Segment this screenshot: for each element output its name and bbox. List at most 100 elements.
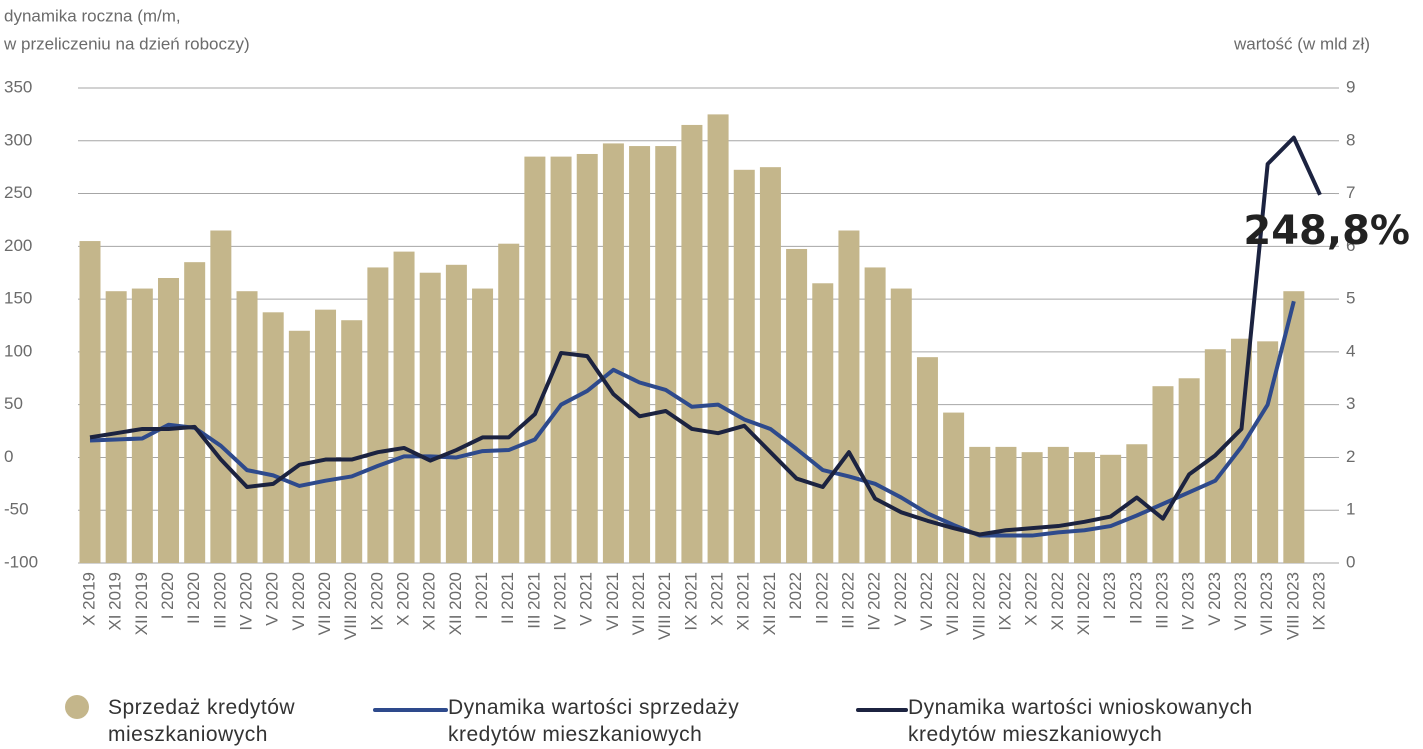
x-tick-label: XI 2019 bbox=[106, 572, 125, 631]
y-tick-label: 250 bbox=[4, 183, 32, 202]
bar bbox=[419, 272, 441, 563]
bar bbox=[1178, 378, 1200, 563]
x-tick-label: IV 2023 bbox=[1179, 572, 1198, 631]
bar bbox=[995, 446, 1017, 563]
x-tick-label: X 2019 bbox=[79, 572, 98, 626]
y-tick-label: 300 bbox=[4, 130, 32, 149]
chart: dynamika roczna (m/m, w przeliczeniu na … bbox=[3, 6, 1410, 640]
x-tick-label: XI 2020 bbox=[420, 572, 439, 631]
x-tick-label: II 2021 bbox=[498, 572, 517, 624]
y2-tick-label: 9 bbox=[1346, 77, 1355, 96]
bar bbox=[184, 262, 206, 563]
bar bbox=[105, 291, 127, 563]
x-tick-label: I 2023 bbox=[1100, 572, 1119, 619]
bar bbox=[210, 230, 232, 563]
x-tick-label: XI 2022 bbox=[1048, 572, 1067, 631]
y2-tick-label: 4 bbox=[1346, 341, 1355, 360]
x-tick-label: VIII 2020 bbox=[341, 572, 360, 640]
x-tick-label: V 2023 bbox=[1205, 572, 1224, 626]
bar bbox=[969, 446, 991, 563]
x-tick-label: VII 2023 bbox=[1257, 572, 1276, 635]
legend-swatch bbox=[856, 708, 908, 712]
x-tick-label: IV 2020 bbox=[237, 572, 256, 631]
x-tick-label: XI 2021 bbox=[734, 572, 753, 631]
bar bbox=[79, 241, 101, 564]
bar bbox=[472, 288, 494, 563]
y2-tick-label: 1 bbox=[1346, 500, 1355, 519]
y-axis-label: dynamika roczna (m/m, bbox=[4, 6, 181, 25]
x-tick-label: VIII 2023 bbox=[1283, 572, 1302, 640]
bar bbox=[236, 291, 258, 563]
x-tick-label: I 2022 bbox=[786, 572, 805, 619]
x-tick-label: V 2021 bbox=[577, 572, 596, 626]
legend-label: Dynamika wartości wnioskowanych kredytów… bbox=[908, 696, 1253, 746]
y-tick-label: 0 bbox=[4, 447, 13, 466]
y-tick-label: 200 bbox=[4, 236, 32, 255]
bar bbox=[1257, 341, 1279, 563]
bar bbox=[288, 330, 310, 563]
y-tick-label: 100 bbox=[4, 341, 32, 360]
x-tick-label: V 2022 bbox=[891, 572, 910, 626]
bar bbox=[524, 156, 546, 563]
x-tick-label: X 2022 bbox=[1022, 572, 1041, 626]
y2-tick-label: 2 bbox=[1346, 447, 1355, 466]
y2-tick-label: 7 bbox=[1346, 183, 1355, 202]
x-tick-label: VII 2021 bbox=[629, 572, 648, 635]
bar bbox=[681, 124, 703, 563]
legend-label: Sprzedaż kredytów mieszkaniowych bbox=[108, 696, 296, 746]
bar bbox=[131, 288, 153, 563]
x-tick-label: III 2023 bbox=[1152, 572, 1171, 629]
y-tick-label: 150 bbox=[4, 289, 32, 308]
y2-tick-label: 8 bbox=[1346, 130, 1355, 149]
x-tick-label: II 2020 bbox=[184, 572, 203, 624]
x-tick-label: XII 2020 bbox=[446, 572, 465, 635]
bar bbox=[629, 146, 651, 564]
bar bbox=[655, 146, 677, 564]
bar bbox=[602, 143, 624, 563]
bar bbox=[1283, 291, 1305, 563]
x-tick-label: VII 2022 bbox=[943, 572, 962, 635]
bar bbox=[916, 357, 938, 563]
y2-axis-label: wartość (w mld zł) bbox=[1233, 34, 1370, 53]
x-tick-label: III 2021 bbox=[524, 572, 543, 629]
bar bbox=[864, 267, 886, 563]
bar bbox=[812, 283, 834, 563]
bar bbox=[890, 288, 912, 563]
bar bbox=[1021, 452, 1043, 563]
bar bbox=[158, 278, 180, 563]
bar bbox=[1100, 454, 1122, 563]
data-label: 248,8% bbox=[1243, 208, 1410, 254]
bar bbox=[786, 248, 808, 563]
x-tick-label: IX 2022 bbox=[995, 572, 1014, 631]
bar bbox=[315, 309, 337, 563]
x-tick-label: VI 2020 bbox=[289, 572, 308, 631]
bar bbox=[1047, 446, 1069, 563]
x-tick-label: IV 2021 bbox=[551, 572, 570, 631]
x-tick-label: X 2021 bbox=[708, 572, 727, 626]
x-tick-label: IX 2020 bbox=[367, 572, 386, 631]
x-tick-label: II 2022 bbox=[812, 572, 831, 624]
bar bbox=[445, 264, 467, 563]
x-tick-label: VIII 2022 bbox=[969, 572, 988, 640]
x-tick-label: IX 2021 bbox=[681, 572, 700, 631]
legend-swatch bbox=[373, 708, 448, 712]
legend-label: Dynamika wartości sprzedaży kredytów mie… bbox=[448, 696, 740, 746]
bar bbox=[341, 320, 363, 563]
x-tick-label: I 2021 bbox=[472, 572, 491, 619]
bar bbox=[1152, 386, 1174, 563]
bar bbox=[550, 156, 572, 563]
y2-tick-label: 3 bbox=[1346, 394, 1355, 413]
x-tick-label: III 2022 bbox=[838, 572, 857, 629]
x-tick-label: VI 2021 bbox=[603, 572, 622, 631]
bar bbox=[1126, 444, 1148, 563]
y2-tick-label: 6 bbox=[1346, 236, 1355, 255]
bar bbox=[262, 312, 284, 563]
line bbox=[89, 135, 1322, 537]
x-tick-label: VII 2020 bbox=[315, 572, 334, 635]
x-tick-label: III 2020 bbox=[210, 572, 229, 629]
x-tick-label: IV 2022 bbox=[865, 572, 884, 631]
legend-swatch bbox=[65, 695, 89, 719]
bar bbox=[733, 169, 755, 564]
x-tick-label: VI 2022 bbox=[917, 572, 936, 631]
x-tick-label: VIII 2021 bbox=[655, 572, 674, 640]
